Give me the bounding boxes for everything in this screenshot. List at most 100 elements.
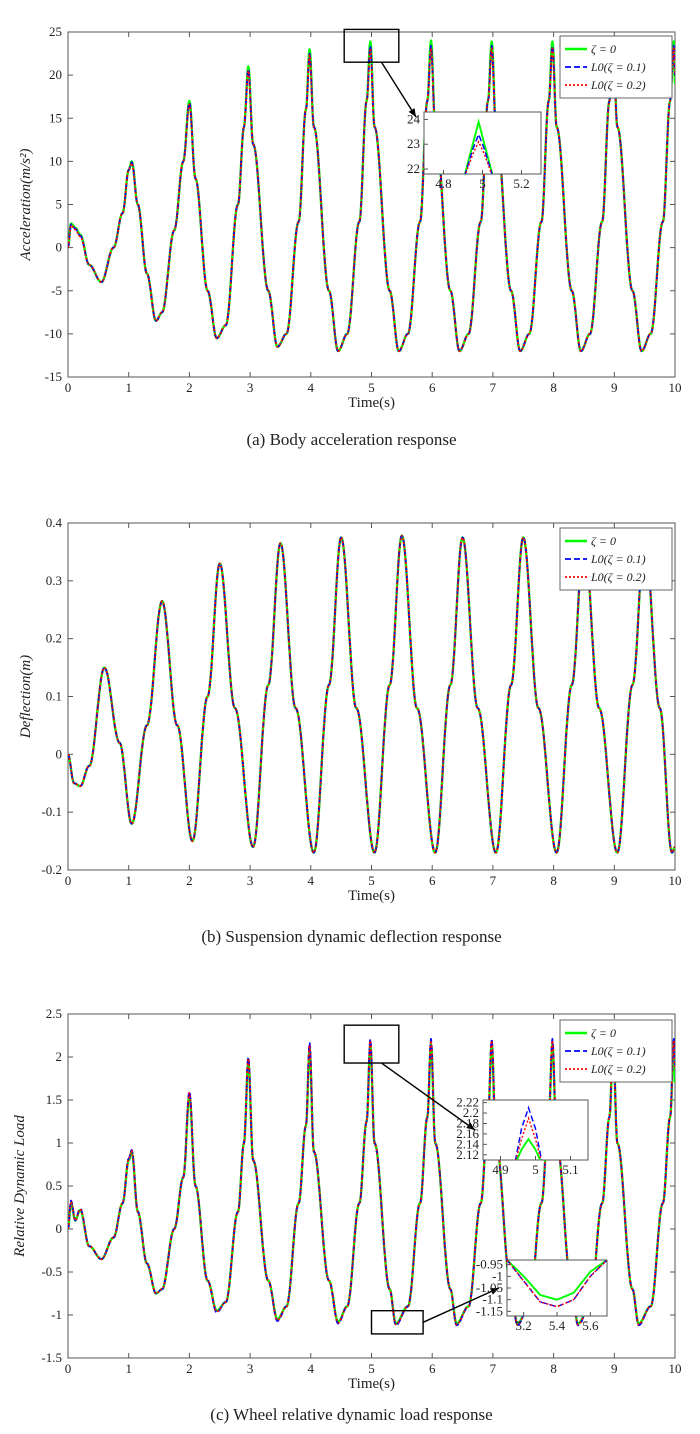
x-tick-label: 5	[368, 380, 375, 395]
series-line-3	[68, 47, 675, 353]
chart-panel-2: 0 1 2 3 4 5 6 7 8 9 10 -0.2 -0.1 0 0.1 0.2 0.3 0.4 Time(s)…	[18, 515, 682, 946]
inset-y-tick-label: 2.22	[456, 1095, 479, 1110]
y-tick-label: 20	[49, 67, 62, 82]
x-tick-label: 10	[669, 380, 682, 395]
zoom-arrow	[381, 1062, 476, 1131]
y-axis-label: Acceleration(m/s²)	[18, 149, 34, 262]
inset-x-tick-label: 5.2	[513, 176, 529, 191]
legend: ζ = 0 L0(ζ = 0.1) L0(ζ = 0.2)	[559, 527, 673, 591]
x-tick-label: 3	[247, 873, 254, 888]
y-tick-label: 0	[56, 240, 63, 255]
x-tick-label: 9	[611, 873, 618, 888]
legend-label-1: ζ = 0	[591, 1026, 616, 1040]
inset-y-tick-label: -1.15	[476, 1303, 503, 1318]
y-tick-label: 2.5	[46, 1006, 62, 1021]
inset-x-tick-label: 5.6	[582, 1318, 599, 1333]
x-tick-label: 2	[186, 380, 193, 395]
x-tick-label: 9	[611, 1361, 618, 1376]
inset-x-tick-label: 5.4	[549, 1318, 566, 1333]
legend-label-3: L0(ζ = 0.2)	[590, 570, 646, 584]
x-tick-label: 4	[308, 1361, 315, 1376]
x-tick-label: 7	[490, 1361, 497, 1376]
x-tick-label: 1	[125, 873, 132, 888]
y-tick-label: 0	[56, 746, 63, 761]
y-tick-label: 2	[56, 1049, 63, 1064]
legend-label-2: L0(ζ = 0.1)	[590, 60, 646, 74]
inset-series-line-1	[463, 118, 494, 174]
y-tick-label: -1.5	[41, 1350, 62, 1365]
series-line-3	[68, 1039, 675, 1326]
legend-label-2: L0(ζ = 0.1)	[590, 552, 646, 566]
inset-frame	[506, 1259, 608, 1317]
y-axis-label: Deflection(m)	[18, 655, 34, 739]
x-tick-label: 10	[669, 1361, 682, 1376]
y-tick-label: -0.2	[41, 862, 62, 877]
x-tick-label: 3	[247, 1361, 254, 1376]
chart-panel-3: 0 1 2 3 4 5 6 7 8 9 10 -1.5 -1 -0.5 0 0.5 1 1.5 2 2.5 Time(s…	[12, 1006, 682, 1424]
inset-series-line-3	[507, 1260, 607, 1308]
x-tick-label: 6	[429, 1361, 436, 1376]
x-tick-label: 0	[65, 1361, 72, 1376]
x-tick-label: 1	[125, 380, 132, 395]
x-axis-label: Time(s)	[348, 395, 395, 411]
inset-y-tick-label: 2.2	[463, 1105, 479, 1120]
legend-label-2: L0(ζ = 0.1)	[590, 1044, 646, 1058]
inset-y-tick-label: 2.18	[456, 1115, 479, 1130]
inset-x-tick-label: 5	[479, 176, 486, 191]
y-tick-label: 0	[56, 1221, 63, 1236]
legend-label-3: L0(ζ = 0.2)	[590, 1062, 646, 1076]
x-tick-label: 5	[368, 873, 375, 888]
inset-y-tick-label: 24	[407, 111, 421, 126]
inset-y-tick-label: 23	[407, 136, 420, 151]
x-tick-label: 0	[65, 380, 72, 395]
inset-x-tick-label: 5	[532, 1162, 539, 1177]
y-axis-label: Relative Dynamic Load	[12, 1115, 28, 1258]
inset-series-group	[507, 1260, 607, 1308]
zoom-arrow	[380, 61, 417, 118]
inset-series-group	[514, 1105, 543, 1160]
y-tick-label: -0.1	[41, 804, 62, 819]
y-tick-label: 0.2	[46, 631, 62, 646]
inset-series-line-2	[514, 1105, 543, 1160]
legend: ζ = 0 L0(ζ = 0.1) L0(ζ = 0.2)	[559, 35, 673, 99]
x-tick-label: 7	[490, 380, 497, 395]
zoom-inset-2: 5.2 5.4 5.6 -1.15-1.1-1.05-1-0.95	[370, 1257, 608, 1335]
inset-x-tick-label: 4.8	[435, 176, 451, 191]
x-tick-label: 8	[550, 380, 557, 395]
inset-series-line-1	[515, 1137, 542, 1160]
x-tick-label: 4	[308, 873, 315, 888]
zoom-source-box	[343, 28, 400, 63]
inset-y-tick-label: -1.05	[476, 1280, 503, 1295]
zoom-source-box	[343, 1024, 400, 1064]
zoom-arrow-head	[466, 1122, 475, 1130]
figure-caption: (a) Body acceleration response	[246, 430, 456, 449]
x-tick-label: 2	[186, 1361, 193, 1376]
inset-x-tick-label: 4.9	[492, 1162, 508, 1177]
y-tick-label: 0.5	[46, 1178, 62, 1193]
x-tick-label: 0	[65, 873, 72, 888]
inset-x-tick-label: 5.1	[562, 1162, 578, 1177]
inset-series-line-1	[507, 1260, 607, 1301]
x-tick-label: 7	[490, 873, 497, 888]
legend: ζ = 0 L0(ζ = 0.1) L0(ζ = 0.2)	[559, 1019, 673, 1083]
zoom-arrow-head	[408, 108, 416, 117]
x-tick-label: 5	[368, 1361, 375, 1376]
x-tick-label: 8	[550, 1361, 557, 1376]
x-tick-label: 6	[429, 873, 436, 888]
series-line-2	[68, 534, 675, 854]
zoom-inset-1: 4.9 5 5.1 2.122.142.162.182.22.22	[343, 1024, 589, 1177]
series-group	[68, 534, 675, 854]
x-tick-label: 10	[669, 873, 682, 888]
y-tick-label: 1	[56, 1135, 63, 1150]
inset-y-tick-label: -1	[492, 1268, 503, 1283]
zoom-inset-1: 4.8 5 5.2 22 23 24	[343, 28, 542, 191]
y-tick-label: 5	[56, 197, 63, 212]
inset-series-line-3	[464, 140, 493, 174]
inset-x-tick-label: 5.2	[516, 1318, 532, 1333]
series-group	[68, 39, 675, 353]
zoom-arrow-head	[490, 1288, 499, 1295]
y-tick-label: -1	[51, 1307, 62, 1322]
legend-label-1: ζ = 0	[591, 534, 616, 548]
